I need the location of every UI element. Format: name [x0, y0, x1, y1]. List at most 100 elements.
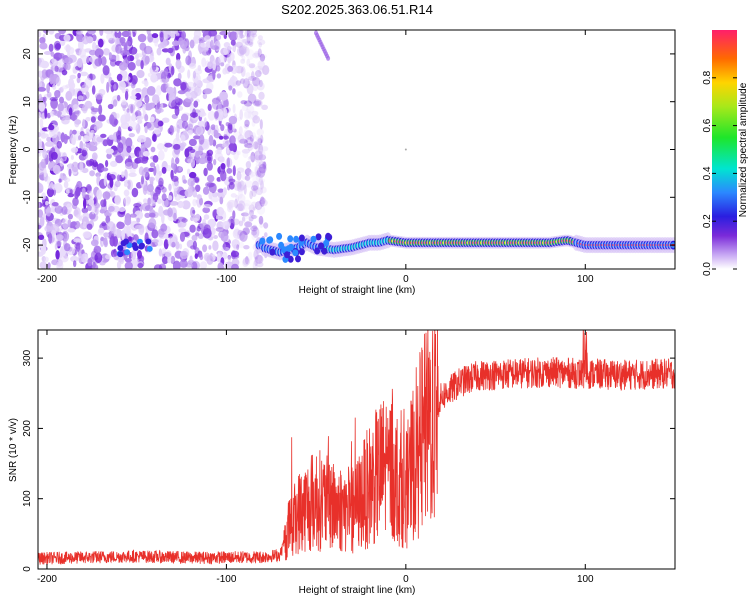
noise-blob [254, 100, 263, 107]
noise-blob [227, 46, 232, 51]
noise-blob [116, 174, 121, 182]
spectrogram-tone-track [254, 148, 675, 263]
noise-blob [212, 70, 216, 80]
snr-x-tick-label: 0 [403, 574, 409, 585]
noise-blob [255, 170, 262, 178]
noise-blob [65, 90, 73, 101]
noise-blob [82, 221, 87, 228]
noise-blob [244, 130, 254, 140]
noise-blob [229, 216, 235, 224]
noise-blob [152, 155, 159, 163]
noise-blob [251, 110, 259, 117]
noise-blob [140, 143, 146, 154]
noise-blob [246, 30, 251, 38]
noise-blob [213, 129, 218, 136]
noise-blob [68, 107, 73, 116]
noise-blob [151, 61, 157, 71]
noise-blob [225, 122, 230, 127]
spectrogram-x-label: Height of straight line (km) [299, 285, 416, 296]
noise-blob [255, 136, 262, 144]
noise-blob [94, 252, 103, 263]
noise-blob [229, 135, 236, 146]
noise-blob [44, 30, 49, 35]
colorbar-tick-label: 0.0 [702, 262, 713, 276]
noise-blob [151, 239, 159, 244]
noise-blob [262, 65, 270, 76]
figure-title: S202.2025.363.06.51.R14 [281, 2, 433, 17]
noise-blob [78, 48, 87, 58]
noise-blob [117, 142, 124, 154]
noise-blob [240, 38, 248, 44]
noise-blob [248, 63, 256, 69]
track-blob [287, 255, 294, 263]
noise-blob [245, 256, 249, 265]
noise-blob [74, 190, 79, 200]
noise-blob [238, 44, 248, 55]
noise-blob [175, 59, 182, 70]
noise-blob [109, 59, 117, 67]
noise-blob [193, 100, 199, 108]
noise-blob [195, 184, 201, 192]
noise-blob [241, 216, 246, 222]
noise-blob [181, 31, 187, 40]
noise-blob [223, 242, 226, 250]
noise-blob [181, 113, 189, 122]
noise-blob [237, 193, 246, 204]
noise-blob [161, 193, 167, 202]
noise-blob [229, 52, 235, 62]
noise-blob [238, 45, 247, 56]
noise-blob [189, 148, 196, 153]
noise-blob [202, 186, 210, 195]
noise-blob [38, 81, 43, 87]
noise-blob [175, 132, 180, 142]
noise-blob [248, 171, 256, 177]
noise-blob [77, 72, 81, 79]
track-blob [292, 249, 299, 257]
noise-blob [69, 82, 76, 90]
noise-blob [187, 129, 193, 136]
noise-blob [124, 249, 131, 256]
noise-blob [102, 191, 111, 200]
noise-blob [140, 175, 145, 185]
noise-blob [244, 80, 253, 86]
noise-blob [200, 42, 207, 48]
noise-blob [148, 176, 155, 182]
noise-blob [222, 251, 228, 260]
noise-blob [247, 251, 253, 261]
noise-blob [249, 170, 254, 179]
noise-blob [245, 72, 251, 80]
noise-blob [123, 238, 129, 245]
noise-blob [59, 157, 64, 167]
noise-blob [213, 235, 219, 239]
noise-blob [251, 188, 257, 197]
snr-panel: -200 -100 0 100 0 100 200 300 Height of straigh… [8, 329, 676, 596]
noise-blob [47, 262, 51, 269]
noise-blob [168, 183, 172, 191]
noise-blob [109, 177, 114, 188]
noise-blob [189, 171, 197, 179]
noise-blob [137, 262, 144, 269]
noise-blob [130, 250, 137, 260]
noise-blob [91, 205, 96, 215]
noise-blob [191, 234, 198, 241]
noise-blob [220, 170, 227, 182]
noise-blob [52, 83, 57, 90]
track-blob [269, 248, 276, 256]
noise-blob [246, 58, 251, 67]
noise-blob [184, 97, 194, 103]
noise-blob [232, 228, 242, 239]
noise-blob [38, 111, 42, 119]
noise-blob [259, 178, 266, 183]
noise-blob [61, 85, 69, 90]
noise-blob [255, 172, 264, 182]
noise-blob [144, 114, 149, 122]
noise-blob [167, 207, 173, 218]
noise-blob [130, 95, 137, 100]
noise-blob [165, 164, 172, 172]
noise-blob [192, 70, 196, 79]
noise-blob [194, 68, 203, 75]
noise-blob [177, 72, 182, 81]
noise-blob [65, 62, 71, 71]
noise-blob [231, 239, 240, 249]
noise-blob [260, 197, 267, 205]
